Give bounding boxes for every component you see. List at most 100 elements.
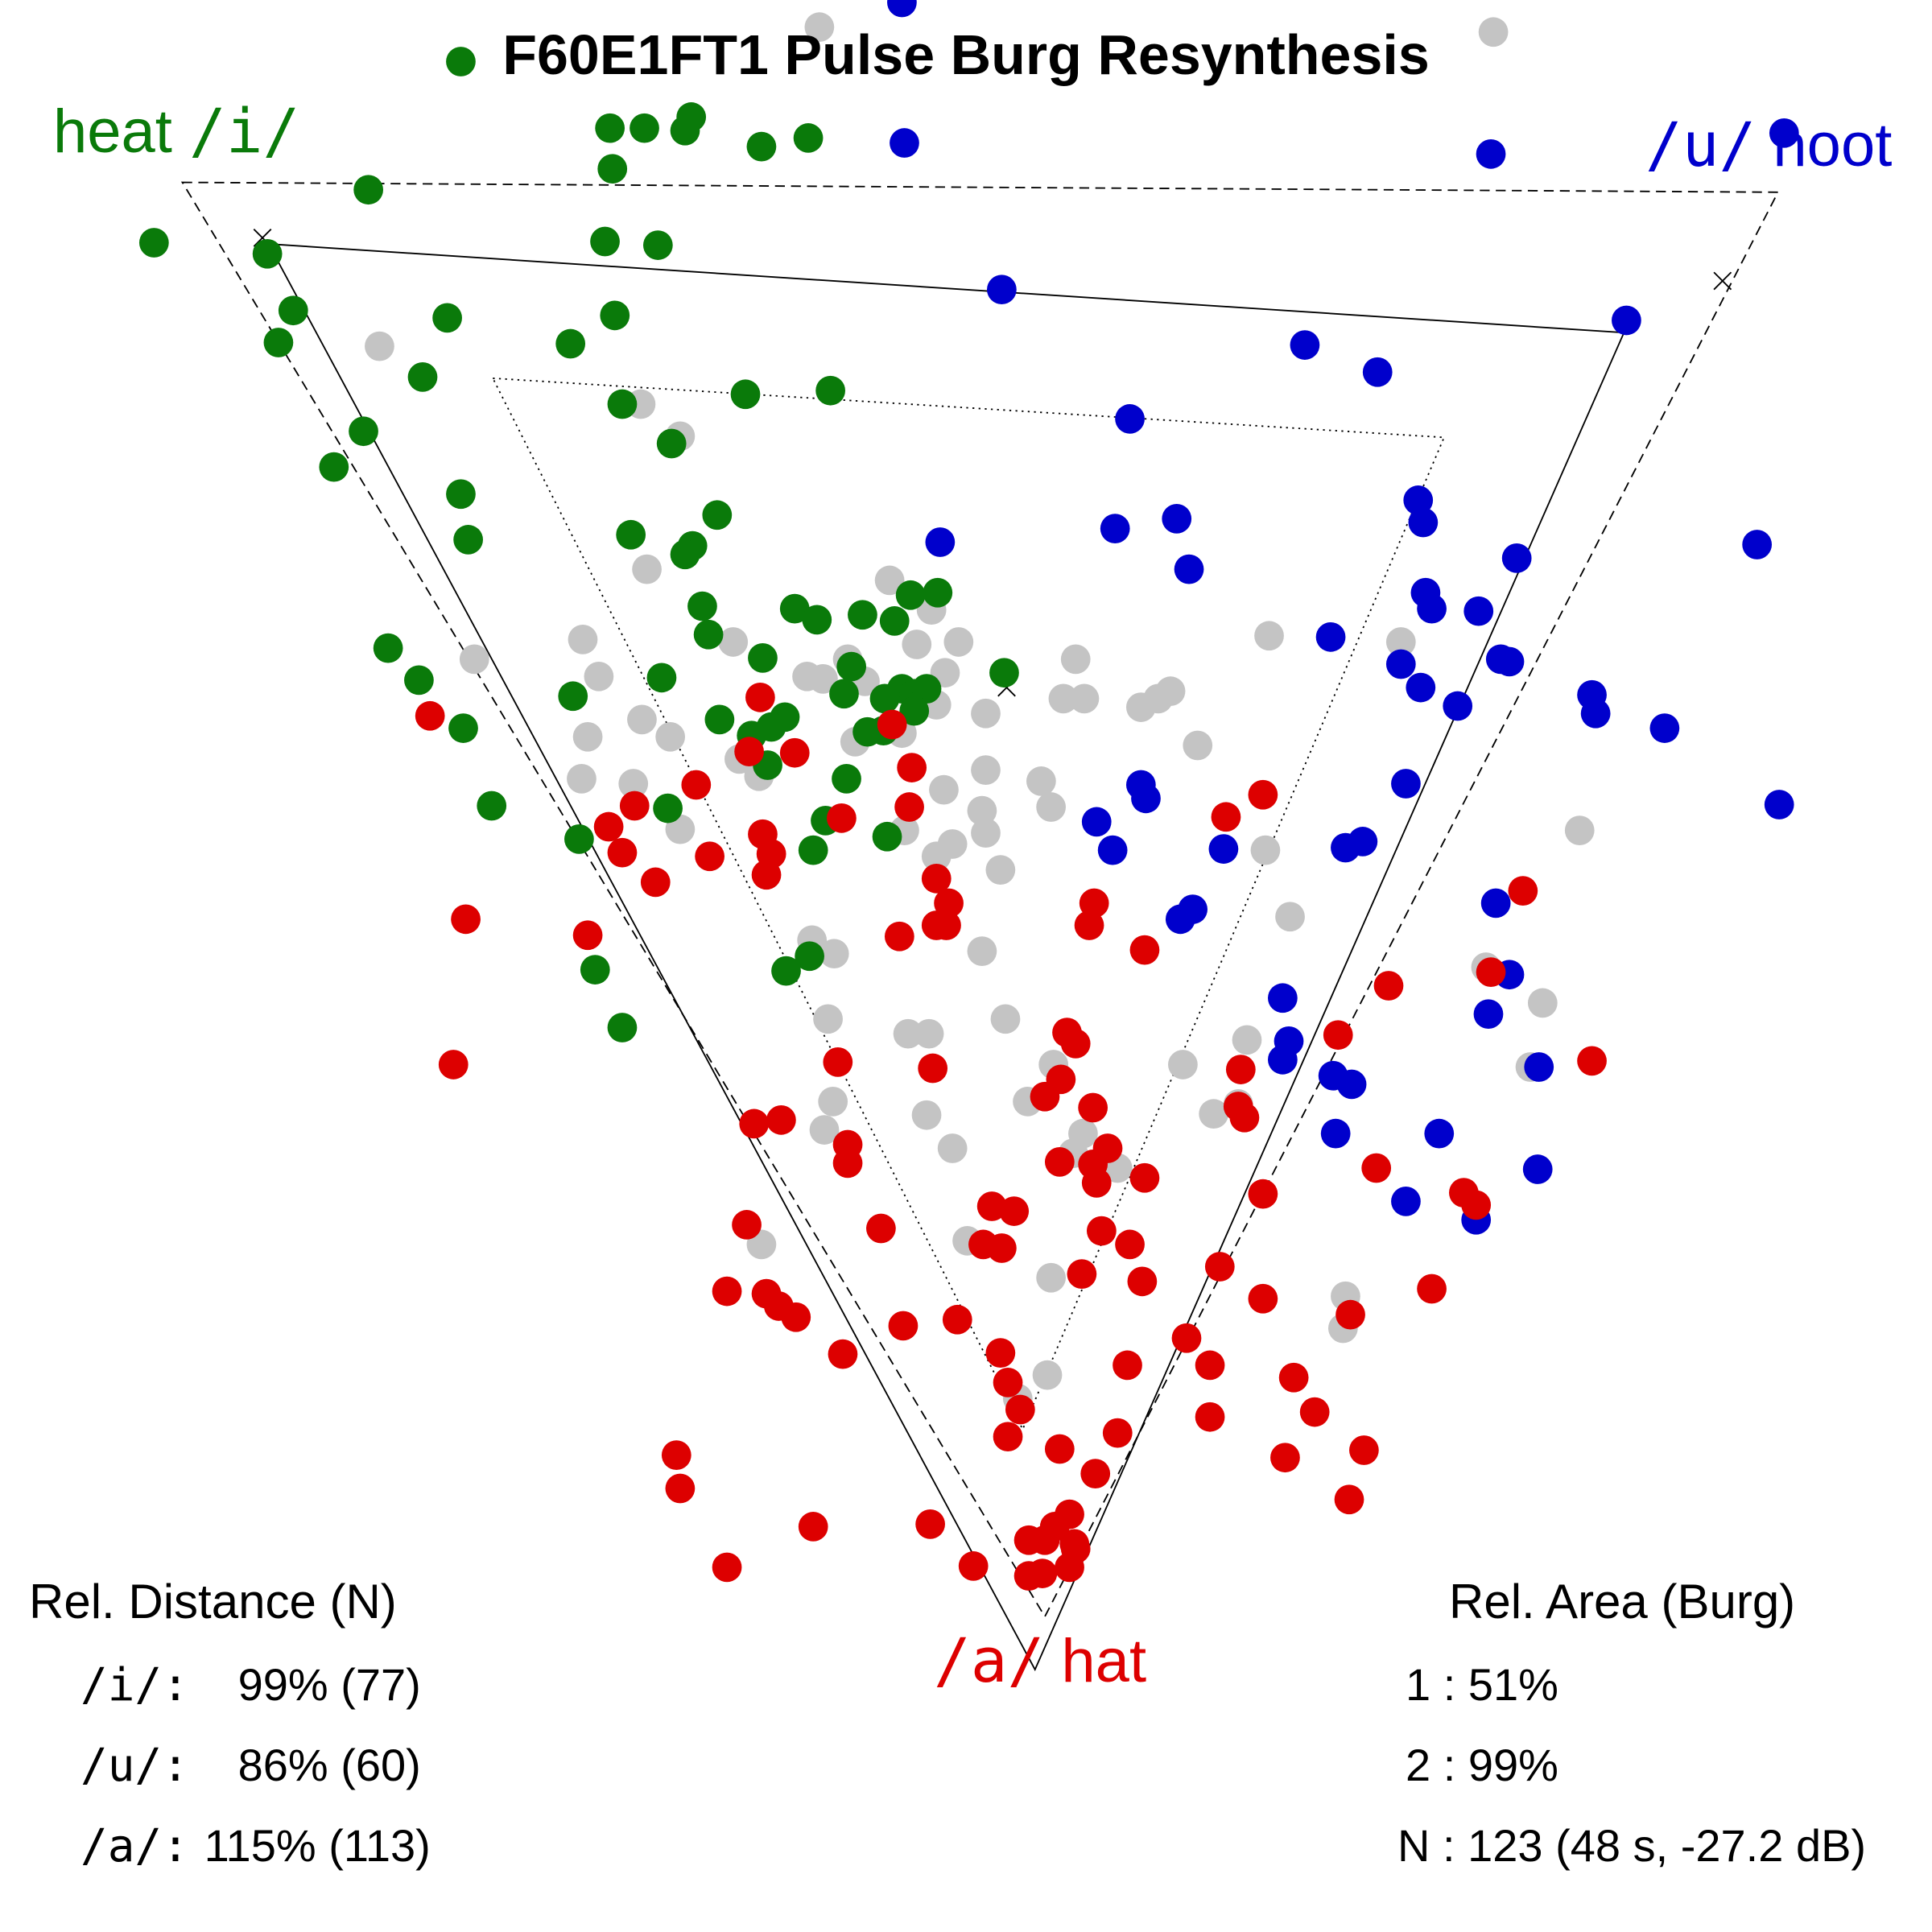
green-data-point [852, 716, 882, 747]
red-data-point [993, 1422, 1023, 1452]
green-data-point [580, 955, 610, 985]
grey-data-point [1183, 730, 1213, 761]
red-data-point [1113, 1350, 1142, 1381]
green-data-point [597, 154, 628, 184]
rel-area-key: 2 [1406, 1740, 1431, 1790]
blue-data-point [1522, 1154, 1553, 1184]
red-data-point [999, 1196, 1030, 1226]
red-data-point [985, 1338, 1016, 1368]
red-data-point [1461, 1190, 1492, 1220]
grey-data-point [584, 661, 614, 691]
green-data-point [595, 113, 625, 143]
rel-distance-key: /i/: [80, 1659, 189, 1711]
red-data-point [781, 1302, 811, 1332]
blue-data-point [1476, 138, 1506, 169]
green-data-point [815, 375, 845, 406]
hat-word: hat [1061, 1627, 1147, 1695]
red-data-point [640, 867, 671, 898]
grey-data-point [618, 769, 649, 799]
rel-area-key: N [1397, 1820, 1430, 1871]
rel-distance-row-a: /a/: 115% (113) [80, 1819, 431, 1872]
green-data-point [829, 679, 859, 709]
green-data-point [872, 821, 902, 852]
red-data-point [1299, 1397, 1330, 1427]
dashed-triangle [180, 181, 1780, 1619]
red-data-point [942, 1304, 972, 1335]
green-data-point [653, 793, 683, 824]
dotted-triangle [491, 377, 1446, 1431]
grey-data-point [1527, 988, 1558, 1018]
red-data-point [734, 737, 764, 767]
rel-area-key: 1 [1406, 1659, 1431, 1710]
red-data-point [1373, 971, 1404, 1001]
grey-data-point [819, 939, 849, 969]
green-data-point [670, 539, 700, 570]
red-data-point [827, 803, 857, 833]
green-data-point [600, 300, 630, 331]
green-data-point [670, 115, 700, 146]
red-data-point [1278, 1362, 1309, 1393]
red-data-point [572, 920, 603, 951]
red-data-point [1079, 888, 1109, 919]
blue-data-point [987, 275, 1017, 305]
red-data-point [866, 1213, 896, 1244]
green-data-point [911, 674, 942, 704]
red-data-point [1087, 1216, 1117, 1246]
green-data-point [353, 175, 384, 205]
red-data-point [823, 1047, 853, 1077]
green-data-point [704, 704, 735, 735]
grey-data-point [985, 855, 1016, 885]
red-data-point [1013, 1525, 1044, 1555]
green-data-point [373, 633, 403, 663]
red-data-point [828, 1339, 858, 1369]
green-data-point [923, 577, 953, 608]
red-data-point [1195, 1402, 1225, 1432]
grey-data-point [1069, 683, 1100, 714]
green-data-point [407, 362, 438, 392]
grey-data-point [971, 698, 1001, 729]
grey-data-point [1168, 1050, 1198, 1080]
red-data-point [661, 1440, 691, 1471]
heat-word: heat [53, 97, 172, 166]
green-data-point [630, 113, 659, 143]
green-data-point [432, 303, 462, 333]
green-data-point [349, 416, 378, 447]
blue-data-point [1115, 404, 1145, 434]
grey-data-point [365, 331, 394, 361]
blue-data-point [1649, 713, 1680, 743]
blue-data-point [1320, 1118, 1351, 1149]
red-data-point [931, 910, 961, 940]
grey-data-point [971, 755, 1001, 785]
red-data-point [1044, 1434, 1075, 1464]
green-data-point [319, 452, 349, 482]
red-data-point [1067, 1259, 1097, 1290]
blue-data-point [1463, 596, 1494, 626]
green-data-point [687, 591, 717, 621]
red-data-point [766, 1104, 796, 1135]
red-data-point [1005, 1394, 1035, 1425]
grey-data-point [1032, 1360, 1063, 1390]
blue-data-point [887, 0, 917, 18]
rel-distance-title: Rel. Distance (N) [29, 1575, 397, 1629]
green-data-point [693, 619, 724, 650]
rel-distance-row-i: /i/: 99% (77) [80, 1658, 421, 1711]
red-data-point [934, 888, 964, 919]
green-data-point [564, 824, 594, 854]
grey-data-point [967, 936, 997, 966]
red-data-point [1248, 1179, 1278, 1209]
red-data-point [894, 792, 924, 822]
green-data-point [263, 328, 294, 357]
rel-distance-key: /a/: [80, 1820, 189, 1872]
blue-data-point [1580, 698, 1611, 729]
blue-data-point [1097, 835, 1128, 865]
blue-data-point [1742, 530, 1773, 559]
grey-data-point [911, 1100, 942, 1130]
grey-data-point [809, 1115, 840, 1145]
red-data-point [1349, 1435, 1379, 1465]
grey-data-point [914, 1018, 944, 1049]
green-data-point [453, 525, 483, 555]
green-data-point [642, 230, 673, 260]
green-data-point [446, 47, 476, 76]
grey-data-point [921, 841, 952, 872]
